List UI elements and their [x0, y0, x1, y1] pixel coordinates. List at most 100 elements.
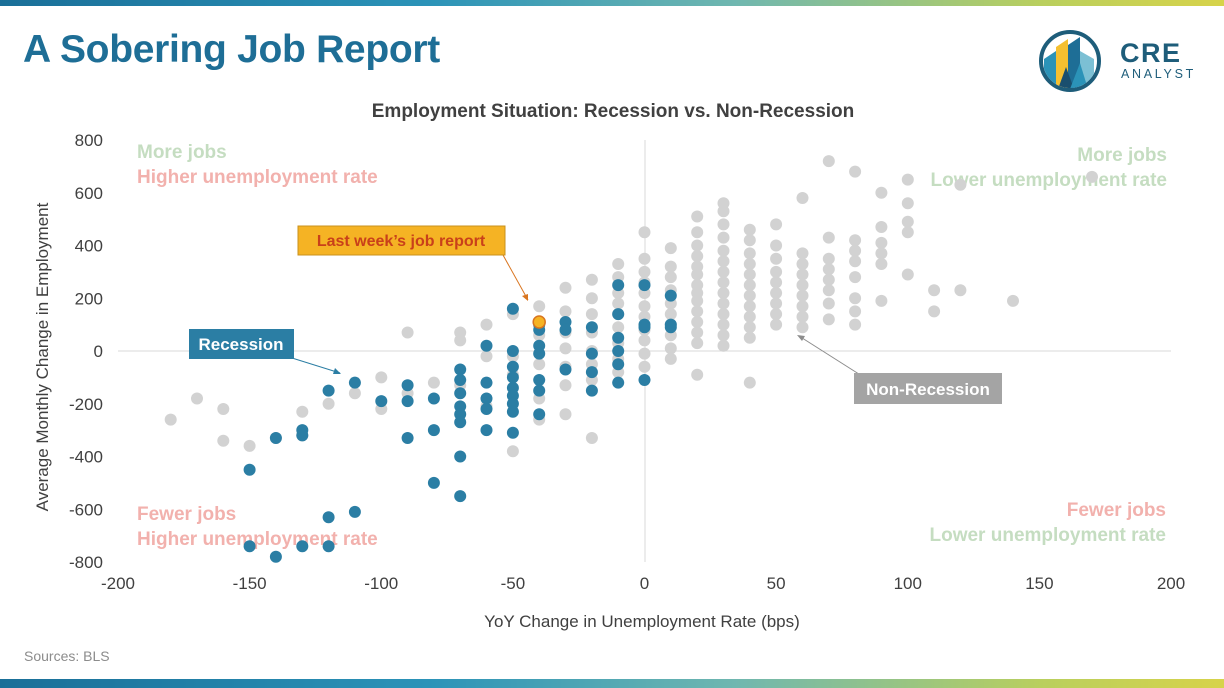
non-recession-point: [717, 244, 730, 257]
non-recession-point: [638, 300, 651, 313]
y-tick-label: 400: [75, 237, 103, 256]
recession-point: [664, 289, 677, 302]
top-accent-stripe: [0, 0, 1224, 6]
non-recession-point: [875, 258, 888, 270]
y-tick-label: -400: [69, 448, 103, 467]
last-report-callout-label: Last week’s job report: [317, 233, 486, 250]
non-recession-arrowhead: [797, 335, 805, 341]
non-recession-point: [480, 350, 493, 363]
non-recession-point: [717, 231, 730, 244]
recession-point: [243, 540, 256, 553]
non-recession-point: [375, 371, 388, 384]
non-recession-point: [822, 263, 835, 276]
non-recession-point: [770, 276, 783, 289]
non-recession-point: [743, 331, 756, 344]
non-recession-point: [770, 318, 783, 331]
recession-point: [480, 339, 493, 352]
non-recession-point: [717, 287, 730, 299]
non-recession-point: [770, 239, 783, 252]
recession-point: [269, 550, 282, 563]
non-recession-point: [796, 258, 809, 270]
non-recession-point: [849, 234, 862, 247]
recession-point: [480, 376, 493, 389]
recession-point: [559, 323, 572, 336]
non-recession-callout: Non-Recession: [854, 373, 1002, 404]
recession-point: [612, 331, 625, 344]
non-recession-point: [191, 392, 203, 405]
non-recession-point: [691, 239, 704, 252]
recession-point: [585, 366, 598, 379]
non-recession-point: [717, 255, 730, 268]
non-recession-point: [743, 247, 756, 260]
non-recession-point: [849, 165, 862, 178]
recession-point: [506, 371, 519, 384]
non-recession-point: [796, 321, 809, 334]
recession-point: [612, 279, 625, 292]
non-recession-point: [743, 310, 756, 323]
non-recession-point: [770, 218, 783, 231]
non-recession-point: [638, 226, 651, 239]
non-recession-point: [796, 279, 809, 292]
non-recession-point: [928, 305, 941, 318]
non-recession-point: [296, 405, 309, 418]
non-recession-callout-label: Non-Recession: [866, 380, 990, 399]
x-tick-label: -50: [501, 574, 526, 593]
recession-point: [533, 347, 546, 360]
non-recession-point: [717, 218, 730, 231]
non-recession-point: [691, 226, 704, 239]
non-recession-point: [559, 281, 572, 294]
non-recession-point: [875, 221, 888, 233]
non-recession-leader-line: [798, 335, 863, 377]
recession-point: [585, 347, 598, 360]
non-recession-point: [743, 223, 756, 236]
non-recession-point: [770, 308, 783, 321]
recession-point: [454, 363, 467, 376]
non-recession-point: [822, 297, 835, 310]
x-tick-label: -150: [233, 574, 267, 593]
non-recession-point: [770, 287, 783, 299]
non-recession-point: [1086, 170, 1098, 183]
non-recession-point: [849, 271, 862, 284]
recession-point: [454, 387, 467, 400]
non-recession-point: [664, 271, 677, 284]
non-recession-point: [612, 297, 625, 310]
last-report-point: [532, 315, 546, 329]
recession-point: [638, 374, 651, 386]
non-recession-point: [322, 397, 335, 410]
non-recession-point: [796, 289, 809, 302]
non-recession-point: [717, 276, 730, 289]
non-recession-point: [217, 434, 230, 447]
y-tick-label: -200: [69, 395, 103, 414]
non-recession-point: [796, 310, 809, 323]
x-tick-label: 150: [1025, 574, 1053, 593]
non-recession-point: [875, 294, 888, 307]
page-title: A Sobering Job Report: [23, 28, 440, 71]
non-recession-point: [717, 297, 730, 310]
recession-point: [506, 426, 519, 439]
recession-point: [533, 408, 546, 421]
non-recession-point: [691, 210, 704, 223]
non-recession-point: [638, 347, 651, 360]
non-recession-point: [875, 236, 888, 249]
non-recession-point: [875, 247, 888, 260]
non-recession-point: [796, 300, 809, 313]
non-recession-point: [743, 300, 756, 313]
x-tick-label: 200: [1157, 574, 1185, 593]
y-tick-label: -800: [69, 553, 103, 572]
non-recession-point: [691, 294, 704, 307]
non-recession-point: [664, 308, 677, 321]
recession-point: [506, 302, 519, 315]
non-recession-point: [664, 342, 677, 355]
non-recession-point: [559, 305, 572, 318]
non-recession-point: [717, 318, 730, 331]
non-recession-point: [822, 155, 835, 168]
x-tick-label: -100: [364, 574, 398, 593]
quadrant-bottom-right-line1: Fewer jobs: [1067, 500, 1166, 521]
non-recession-point: [664, 352, 677, 365]
non-recession-point: [717, 329, 730, 342]
quadrant-bottom-left-line2: Higher unemployment rate: [137, 529, 378, 550]
recession-point: [480, 403, 493, 415]
non-recession-point: [691, 250, 704, 263]
non-recession-point: [743, 234, 756, 247]
recession-point: [243, 463, 256, 476]
